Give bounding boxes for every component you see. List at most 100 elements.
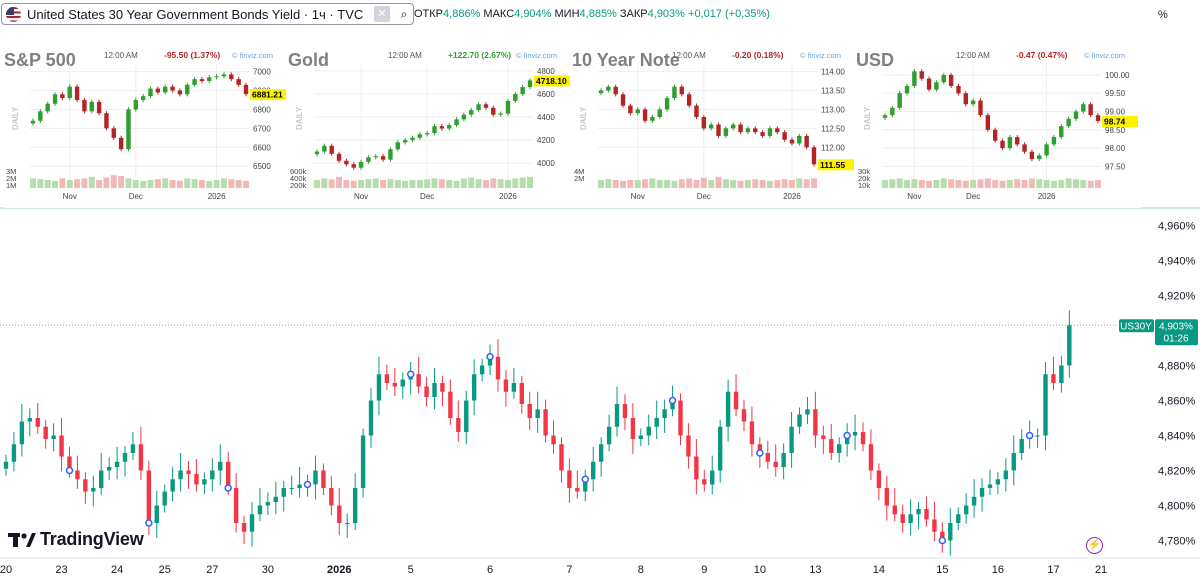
low-label: МИН — [554, 8, 580, 20]
minichart-volume-bar — [627, 180, 634, 188]
event-marker[interactable] — [668, 396, 677, 405]
tradingview-logo[interactable]: TradingView — [8, 529, 144, 550]
candle — [456, 400, 461, 442]
minichart-10-year-note: 10 Year Note 12:00 AM -0.20 (0.18%) © finvi… — [572, 38, 857, 208]
event-marker[interactable] — [224, 484, 232, 492]
candle — [932, 502, 937, 542]
minichart-volume-bar — [1021, 180, 1028, 188]
minichart-title: USD — [856, 50, 894, 70]
minichart-candle — [373, 154, 378, 160]
close-icon[interactable]: ✕ — [374, 6, 390, 22]
minichart-side-label: DAILY — [11, 106, 20, 130]
minichart-x-tick: Dec — [420, 192, 434, 201]
search-icon[interactable]: ⌕ — [400, 7, 408, 21]
minichart-source: © finviz.com — [1084, 51, 1125, 60]
minichart-candle — [686, 92, 692, 108]
minichart-candle — [498, 111, 503, 117]
minichart-volume-bar — [882, 180, 888, 188]
minichart-candle — [96, 99, 102, 116]
candle — [83, 472, 88, 504]
minichart-y-tick: 114.00 — [821, 68, 845, 77]
candle — [797, 407, 802, 434]
candle — [646, 414, 651, 446]
minichart-candle — [760, 130, 765, 139]
minichart-volume-tick: 4M — [574, 167, 584, 176]
candle — [27, 408, 32, 437]
minichart-candle — [738, 122, 743, 135]
event-marker[interactable] — [486, 353, 494, 361]
minichart-candle — [723, 126, 729, 139]
candle — [503, 369, 509, 407]
y-tick-label: 4,840% — [1158, 431, 1196, 443]
minichart-y-tick: 113.50 — [821, 87, 845, 96]
minichart-candle — [155, 86, 161, 95]
candle — [170, 467, 175, 502]
event-marker[interactable] — [303, 480, 312, 489]
candle — [3, 454, 9, 476]
minichart-volume-bar — [955, 180, 962, 188]
minichart-candle — [789, 137, 795, 146]
lightning-icon[interactable]: ⚡ — [1086, 537, 1103, 554]
minichart-candle — [1007, 134, 1013, 151]
candle — [376, 356, 382, 416]
minichart-volume-bar — [453, 180, 460, 188]
minichart-candle — [897, 91, 902, 110]
minichart-volume-bar — [737, 180, 744, 188]
minichart-volume-bar — [206, 180, 213, 188]
minichart-volume-bar — [74, 179, 81, 188]
minichart-candle — [30, 118, 36, 126]
minichart-volume-bar — [328, 179, 335, 188]
minichart-candle — [934, 80, 939, 92]
minichart-volume-bar — [372, 178, 379, 188]
event-marker[interactable] — [145, 519, 153, 527]
event-marker[interactable] — [756, 449, 764, 457]
minichart-candle — [1022, 142, 1027, 154]
y-tick-label: 4,920% — [1158, 291, 1196, 303]
minichart-candle — [520, 84, 525, 97]
x-tick-label: 15 — [936, 564, 948, 576]
minichart-change: -95.50 (1.37%) — [164, 50, 220, 60]
minichart-volume-bar — [1014, 179, 1021, 188]
candle — [948, 508, 953, 556]
minichart-sp500: S&P 500 12:00 AM -95.50 (1.37%) © finviz.co… — [4, 38, 289, 208]
minichart-candle — [454, 117, 459, 128]
candle — [1067, 310, 1072, 378]
event-marker[interactable] — [1025, 431, 1034, 440]
minichart-volume-bar — [1050, 180, 1057, 188]
symbol-search-box[interactable]: United States 30 Year Government Bonds Y… — [1, 3, 414, 25]
event-marker[interactable] — [843, 431, 851, 440]
minichart-candle — [366, 155, 371, 165]
event-marker[interactable] — [65, 466, 74, 475]
minichart-x-tick: 2026 — [499, 192, 517, 201]
candle — [471, 359, 477, 416]
minichart-volume-bar — [140, 180, 147, 188]
minichart-candle — [513, 91, 518, 103]
minichart-y-tick: 6600 — [253, 143, 271, 152]
tradingview-logo-icon — [8, 532, 36, 547]
event-marker[interactable] — [406, 370, 415, 378]
minichart-candle — [912, 69, 917, 89]
minichart-volume-bar — [598, 180, 604, 188]
minichart-candle — [82, 97, 87, 114]
candle — [694, 439, 699, 495]
candle — [75, 455, 80, 489]
minichart-candle — [1073, 109, 1079, 121]
minichart-volume-bar — [803, 179, 810, 188]
minichart-volume-bar — [198, 180, 205, 188]
candle — [852, 414, 858, 451]
minichart-volume-bar — [700, 177, 707, 188]
minichart-volume-bar — [213, 180, 220, 188]
bar-countdown: 01:26 — [1163, 333, 1188, 344]
candle — [210, 458, 215, 492]
event-marker[interactable] — [938, 536, 947, 545]
event-marker[interactable] — [581, 475, 590, 483]
minichart-volume-bar — [358, 180, 365, 188]
minichart-volume-bar — [911, 179, 918, 188]
minichart-volume-bar — [889, 179, 896, 188]
minichart-volume-bar — [228, 179, 235, 188]
candle — [892, 488, 897, 522]
minichart-candle — [60, 92, 65, 101]
minichart-y-tick: 6500 — [253, 162, 271, 171]
minichart-y-tick: 4800 — [537, 67, 555, 76]
